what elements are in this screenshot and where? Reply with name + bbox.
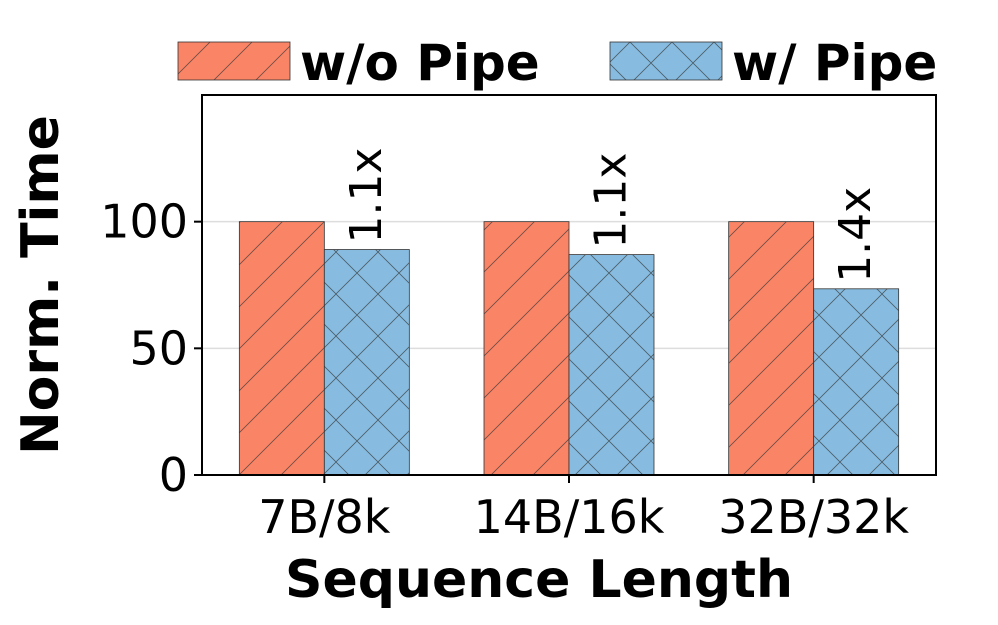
x-axis-ticks: 7B/8k 14B/16k 32B/32k [258,475,909,544]
bar-hatch [728,221,814,475]
y-axis-title: Norm. Time [11,115,71,455]
x-tick-label: 32B/32k [718,490,909,544]
x-axis-title: Sequence Length [285,550,793,610]
bar-value-label: 1.1x [341,148,392,244]
y-tick-label: 50 [129,321,188,375]
y-tick-label: 0 [159,448,188,502]
y-axis-ticks: 0 50 100 [100,195,202,502]
x-tick-label: 14B/16k [474,490,665,544]
bar-hatch [569,254,654,475]
bar-value-label: 1.1x [586,153,637,249]
x-tick-label: 7B/8k [258,490,391,544]
bar-hatch [324,249,410,475]
legend-label: w/o Pipe [300,34,540,92]
bar-hatch [813,288,899,475]
bars [238,221,900,476]
legend-label: w/ Pipe [732,34,937,92]
bar-hatch [484,221,569,475]
legend-swatch-hatch [610,42,722,80]
bar-value-label: 1.4x [830,187,881,283]
y-tick-label: 100 [100,195,188,249]
legend: w/o Pipe w/ Pipe [177,34,937,92]
bar-hatch [239,221,325,475]
bar-value-labels: 1.1x 1.1x 1.4x [341,148,881,283]
legend-swatch-hatch [178,42,290,80]
